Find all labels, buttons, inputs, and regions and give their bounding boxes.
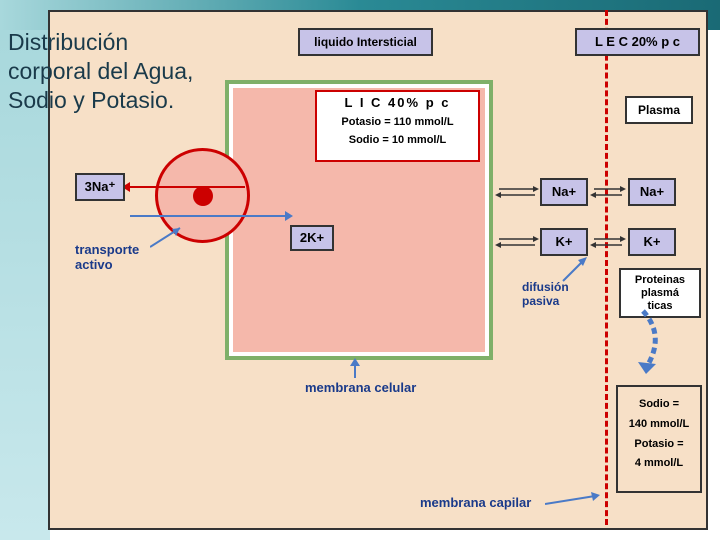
pump-indicator-arrow [150,225,190,255]
na-diffusion-arrow [590,184,626,205]
lic-sodio: Sodio = 10 mmol/L [317,134,478,146]
lec-box: L E C 20% p c [575,28,700,56]
plasma-composition-box: Sodio = 140 mmol/L Potasio = 4 mmol/L [616,385,702,493]
k-right-box: K+ [628,228,676,256]
page-title: Distribución corporal del Agua, Sodio y … [8,28,198,114]
k-diffusion-arrow [590,234,626,255]
difusion-arrow [560,256,590,289]
capillary-membrane [605,10,608,525]
lic-box: L I C 40% p c Potasio = 110 mmol/L Sodio… [315,90,480,162]
na-left-box: Na+ [540,178,588,206]
na-out-arrow [130,186,245,188]
liquido-intersticial-box: liquido Intersticial [298,28,433,56]
plasma-flow-arrow [628,306,678,386]
transporte-activo-label: transporteactivo [75,242,139,272]
k-in-arrow [130,215,285,217]
k2-box: 2K+ [290,225,334,251]
na3-box: 3Na⁺ [75,173,125,201]
lic-potasio: Potasio = 110 mmol/L [317,116,478,128]
comp-sodio-value: 140 mmol/L [618,415,700,435]
comp-potasio-value: 4 mmol/L [618,454,700,474]
membrana-capilar-arrow [545,490,603,515]
k-left-box: K+ [540,228,588,256]
plasma-box: Plasma [625,96,693,124]
membrana-celular-arrow [345,358,365,385]
k-cell-arrow [495,234,539,255]
comp-sodio-label: Sodio = [618,395,700,415]
pump-center [193,186,213,206]
membrana-capilar-label: membrana capilar [420,495,531,510]
na-cell-arrow [495,184,539,205]
na-right-box: Na+ [628,178,676,206]
lic-title: L I C 40% p c [317,95,478,110]
comp-potasio-label: Potasio = [618,435,700,455]
